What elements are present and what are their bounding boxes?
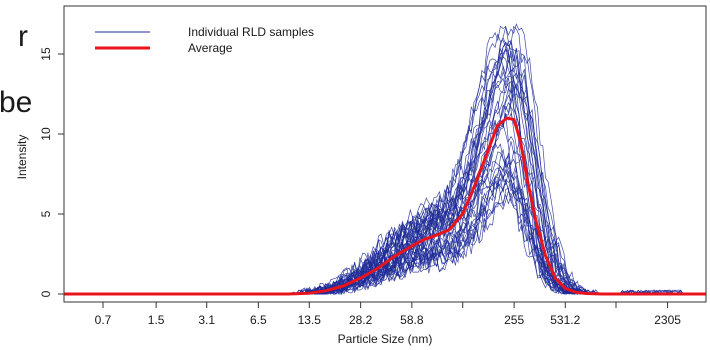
x-axis-label: Particle Size (nm): [338, 332, 433, 346]
x-tick-label: 2305: [654, 313, 681, 327]
y-tick-label: 15: [39, 47, 53, 61]
sample-line: [63, 167, 686, 295]
x-tick-label: 1.5: [148, 313, 165, 327]
cropped-slide-text-1: r: [18, 20, 28, 53]
x-tick-label: 3.1: [198, 313, 215, 327]
y-tick-label: 0: [39, 290, 53, 297]
legend: Individual RLD samples Average: [95, 25, 314, 55]
legend-label: Individual RLD samples: [188, 25, 314, 39]
x-tick-label: 6.5: [250, 313, 267, 327]
x-tick-label: 531.2: [550, 313, 580, 327]
x-tick-label: 0.7: [95, 313, 112, 327]
x-tick-label: 58.8: [400, 313, 424, 327]
individual-sample-lines: [63, 23, 686, 296]
average-series-line: [64, 116, 706, 296]
cropped-slide-text-2: be: [0, 86, 33, 119]
plot-frame: [63, 5, 707, 303]
x-tick-label: 13.5: [298, 313, 322, 327]
y-tick-label: 5: [39, 210, 53, 217]
y-tick-label: 10: [39, 127, 53, 141]
y-axis-label: Intensity: [15, 135, 29, 180]
axes: 0.7 1.5 3.1 6.5 13.5 28.2 58.8 255 531.2 2305 0 5 10…: [15, 5, 707, 346]
x-tick-label: 28.2: [349, 313, 373, 327]
average-line: [64, 116, 706, 296]
x-tick-label: 255: [504, 313, 524, 327]
legend-label: Average: [188, 41, 233, 55]
